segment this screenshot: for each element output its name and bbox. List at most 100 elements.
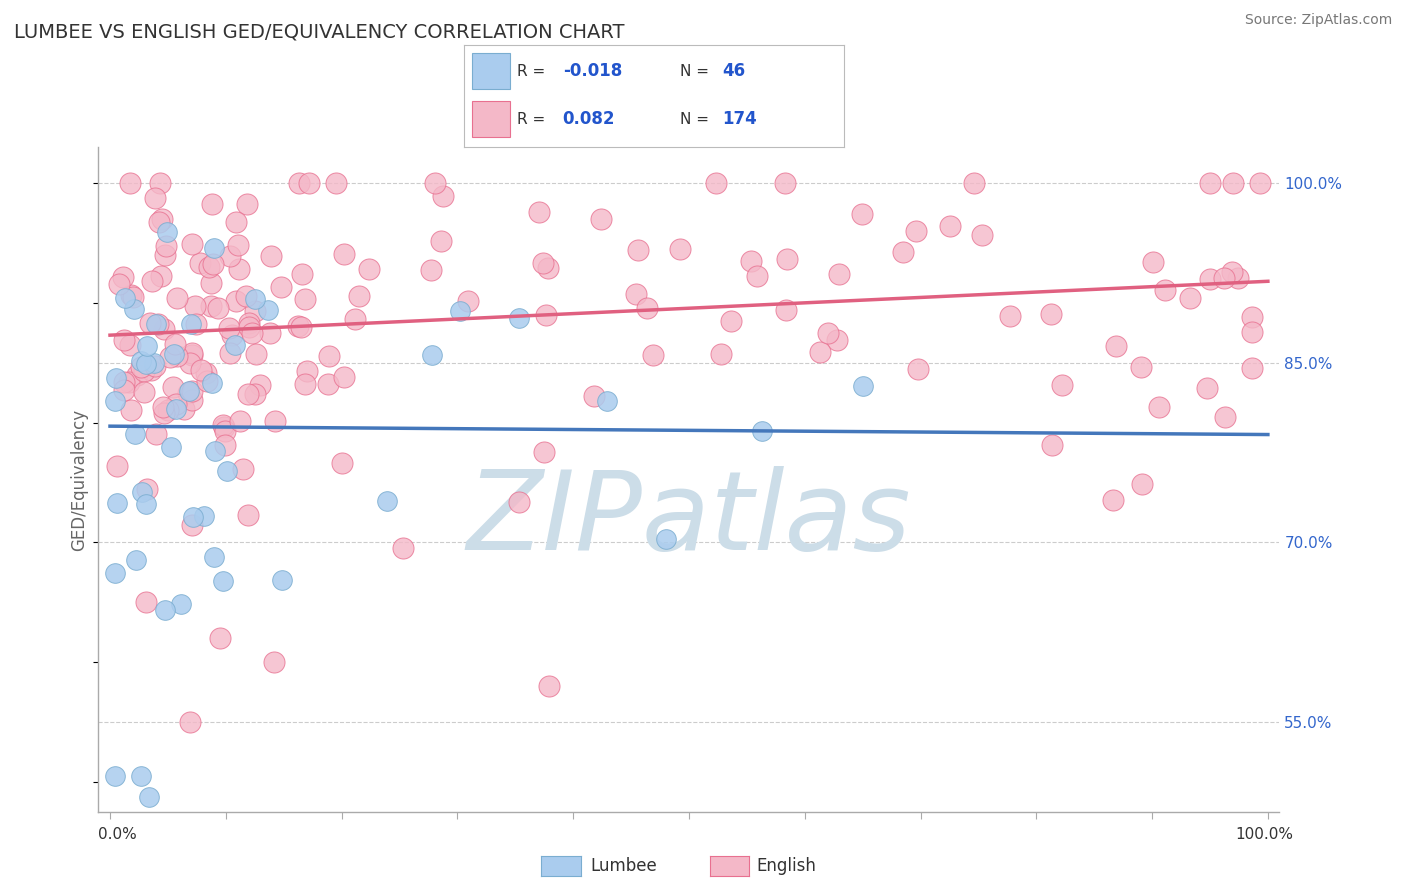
Point bbox=[1199, 272, 1222, 286]
Point bbox=[180, 348, 202, 362]
Point bbox=[120, 403, 142, 417]
Text: LUMBEE VS ENGLISH GED/EQUIVALENCY CORRELATION CHART: LUMBEE VS ENGLISH GED/EQUIVALENCY CORREL… bbox=[14, 22, 624, 41]
Point bbox=[129, 359, 152, 374]
Point bbox=[226, 237, 249, 252]
Point bbox=[263, 414, 285, 428]
Point bbox=[1222, 176, 1244, 190]
Point bbox=[457, 293, 479, 308]
Point bbox=[808, 344, 831, 359]
Point bbox=[228, 262, 250, 277]
Point bbox=[181, 510, 204, 524]
Point bbox=[201, 197, 224, 211]
Point bbox=[186, 317, 208, 331]
Text: N =: N = bbox=[681, 63, 714, 78]
Point bbox=[159, 350, 181, 364]
Text: 100.0%: 100.0% bbox=[1236, 827, 1294, 841]
Text: N =: N = bbox=[681, 112, 714, 127]
Point bbox=[177, 385, 200, 400]
Point bbox=[208, 631, 231, 645]
Point bbox=[1240, 360, 1263, 375]
Point bbox=[229, 414, 252, 428]
Point bbox=[1240, 310, 1263, 325]
Point bbox=[129, 354, 152, 368]
Point bbox=[904, 224, 927, 238]
Point bbox=[852, 378, 875, 392]
Point bbox=[1198, 176, 1220, 190]
Point bbox=[124, 553, 146, 567]
Point bbox=[202, 549, 225, 564]
Point bbox=[298, 176, 321, 190]
Point bbox=[259, 326, 281, 340]
Point bbox=[135, 497, 157, 511]
Point bbox=[245, 347, 267, 361]
Point bbox=[998, 309, 1021, 323]
Point bbox=[1195, 381, 1218, 395]
Point bbox=[149, 269, 172, 284]
Point bbox=[271, 573, 294, 587]
Point bbox=[135, 357, 157, 371]
Point bbox=[108, 277, 131, 292]
Point bbox=[195, 374, 218, 388]
Text: 46: 46 bbox=[723, 62, 745, 80]
Text: Source: ZipAtlas.com: Source: ZipAtlas.com bbox=[1244, 13, 1392, 28]
Point bbox=[153, 322, 176, 336]
Point bbox=[114, 291, 136, 305]
Point bbox=[157, 403, 180, 417]
Point bbox=[775, 302, 797, 317]
Point bbox=[249, 377, 271, 392]
Point bbox=[243, 303, 266, 318]
Point bbox=[202, 240, 225, 254]
Point bbox=[104, 393, 127, 408]
Text: English: English bbox=[756, 857, 817, 875]
Point bbox=[1220, 264, 1243, 278]
Point bbox=[221, 328, 243, 343]
Point bbox=[1040, 307, 1063, 321]
Point bbox=[238, 316, 260, 330]
Point bbox=[118, 375, 141, 389]
Point bbox=[655, 533, 678, 547]
Point bbox=[939, 219, 962, 234]
Point bbox=[105, 371, 128, 385]
Point bbox=[392, 541, 415, 555]
Point bbox=[166, 349, 188, 363]
Point bbox=[139, 363, 162, 377]
Point bbox=[1249, 176, 1271, 190]
Point bbox=[112, 383, 135, 397]
Point bbox=[180, 393, 202, 408]
Point bbox=[120, 287, 142, 301]
Point bbox=[218, 345, 240, 359]
Point bbox=[775, 252, 797, 266]
Point bbox=[124, 426, 146, 441]
Point bbox=[122, 290, 145, 304]
Text: -0.018: -0.018 bbox=[562, 62, 621, 80]
Point bbox=[1040, 438, 1063, 452]
Point bbox=[669, 242, 692, 256]
Point bbox=[243, 386, 266, 401]
Point bbox=[1149, 400, 1171, 414]
Point bbox=[165, 337, 187, 351]
Point bbox=[200, 276, 222, 290]
Point bbox=[236, 387, 259, 401]
Point bbox=[138, 790, 160, 805]
Point bbox=[180, 236, 202, 251]
Point bbox=[165, 402, 187, 417]
Point bbox=[1178, 291, 1201, 305]
Point bbox=[710, 346, 733, 360]
Point bbox=[1105, 339, 1128, 353]
Point bbox=[828, 267, 851, 281]
Point bbox=[139, 316, 162, 330]
Point bbox=[538, 679, 561, 693]
Bar bbox=[471, 101, 509, 137]
Point bbox=[180, 384, 202, 398]
Point bbox=[170, 597, 193, 611]
Point bbox=[156, 225, 179, 239]
Point bbox=[583, 389, 606, 403]
Point bbox=[104, 566, 127, 580]
Point bbox=[891, 244, 914, 259]
Point bbox=[508, 310, 530, 325]
Point bbox=[225, 215, 247, 229]
Point bbox=[193, 509, 215, 524]
Point bbox=[641, 348, 664, 362]
Point bbox=[211, 574, 233, 588]
Point bbox=[1101, 492, 1123, 507]
